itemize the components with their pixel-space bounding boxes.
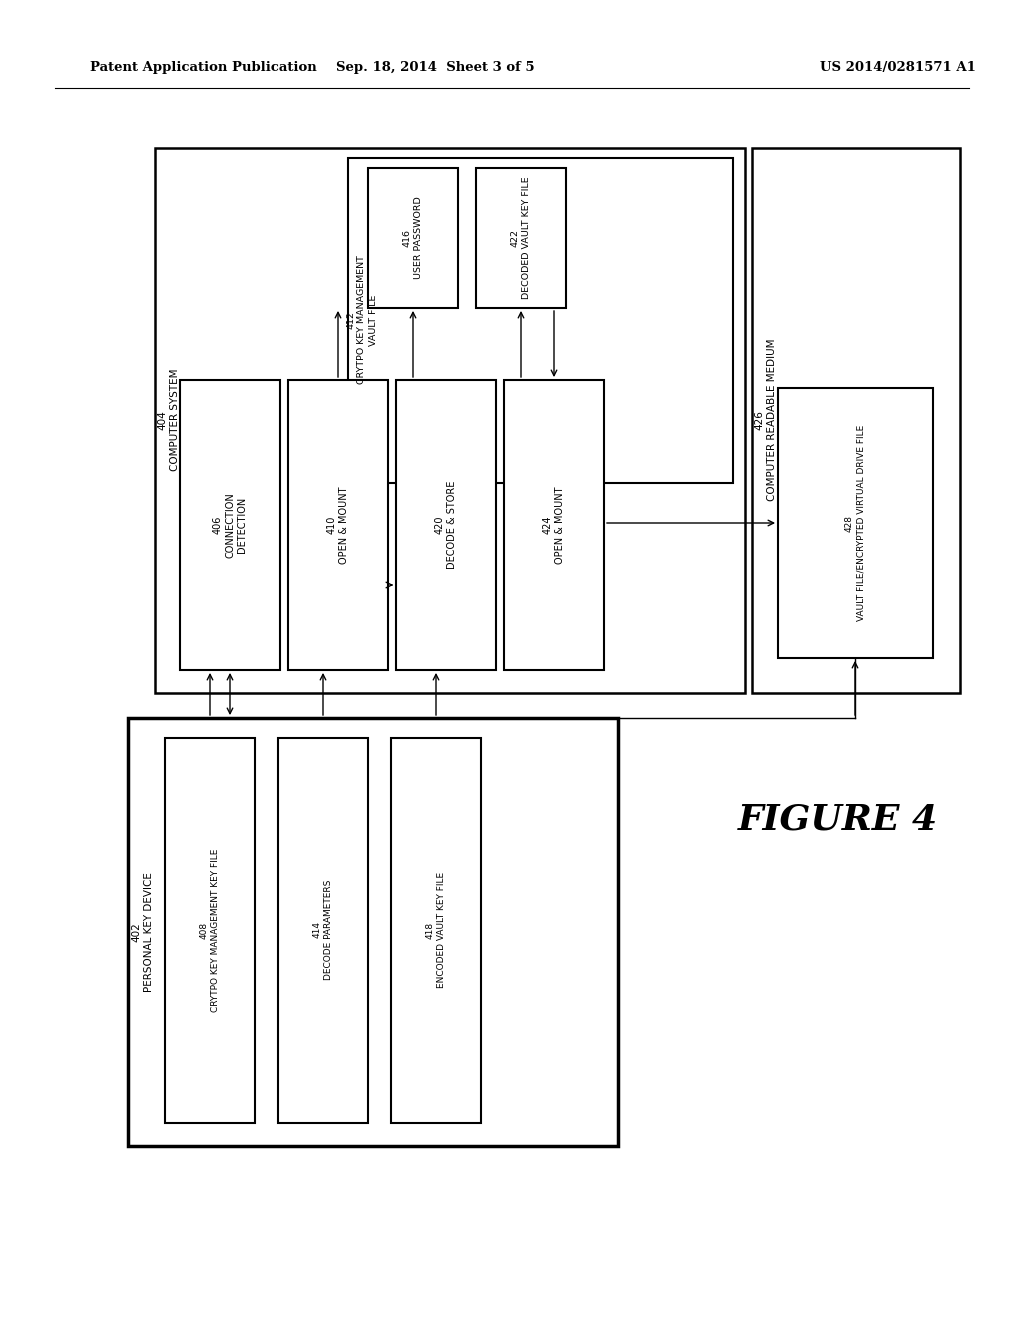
Text: FIGURE 4: FIGURE 4 xyxy=(738,803,938,837)
Bar xyxy=(778,388,933,657)
Text: 428
VAULT FILE/ENCRYPTED VIRTUAL DRIVE FILE: 428 VAULT FILE/ENCRYPTED VIRTUAL DRIVE F… xyxy=(845,425,865,622)
Text: 426
COMPUTER READABLE MEDIUM: 426 COMPUTER READABLE MEDIUM xyxy=(755,339,777,502)
Bar xyxy=(348,158,733,483)
Bar xyxy=(396,380,496,671)
Bar xyxy=(128,718,618,1146)
Text: 422
DECODED VAULT KEY FILE: 422 DECODED VAULT KEY FILE xyxy=(511,177,531,300)
Text: Patent Application Publication: Patent Application Publication xyxy=(90,62,316,74)
Text: Sep. 18, 2014  Sheet 3 of 5: Sep. 18, 2014 Sheet 3 of 5 xyxy=(336,62,535,74)
Bar xyxy=(155,148,745,693)
Bar xyxy=(288,380,388,671)
Bar xyxy=(165,738,255,1123)
Text: 406
CONNECTION
DETECTION: 406 CONNECTION DETECTION xyxy=(213,492,248,558)
Text: 412
CRYTPO KEY MANAGEMENT
VAULT FILE: 412 CRYTPO KEY MANAGEMENT VAULT FILE xyxy=(346,256,378,384)
Bar xyxy=(476,168,566,308)
Bar xyxy=(180,380,280,671)
Bar xyxy=(368,168,458,308)
Text: 424
OPEN & MOUNT: 424 OPEN & MOUNT xyxy=(543,486,565,564)
Text: 408
CRYTPO KEY MANAGEMENT KEY FILE: 408 CRYTPO KEY MANAGEMENT KEY FILE xyxy=(200,849,220,1011)
Bar xyxy=(391,738,481,1123)
Text: US 2014/0281571 A1: US 2014/0281571 A1 xyxy=(820,62,976,74)
Text: 404
COMPUTER SYSTEM: 404 COMPUTER SYSTEM xyxy=(158,368,180,471)
Bar xyxy=(752,148,961,693)
Bar xyxy=(278,738,368,1123)
Text: 414
DECODE PARAMETERS: 414 DECODE PARAMETERS xyxy=(313,880,333,981)
Text: 416
USER PASSWORD: 416 USER PASSWORD xyxy=(403,197,423,280)
Text: 402
PERSONAL KEY DEVICE: 402 PERSONAL KEY DEVICE xyxy=(132,873,155,991)
Text: 420
DECODE & STORE: 420 DECODE & STORE xyxy=(435,480,457,569)
Text: 410
OPEN & MOUNT: 410 OPEN & MOUNT xyxy=(327,486,349,564)
Text: 418
ENCODED VAULT KEY FILE: 418 ENCODED VAULT KEY FILE xyxy=(426,873,446,989)
Bar xyxy=(504,380,604,671)
